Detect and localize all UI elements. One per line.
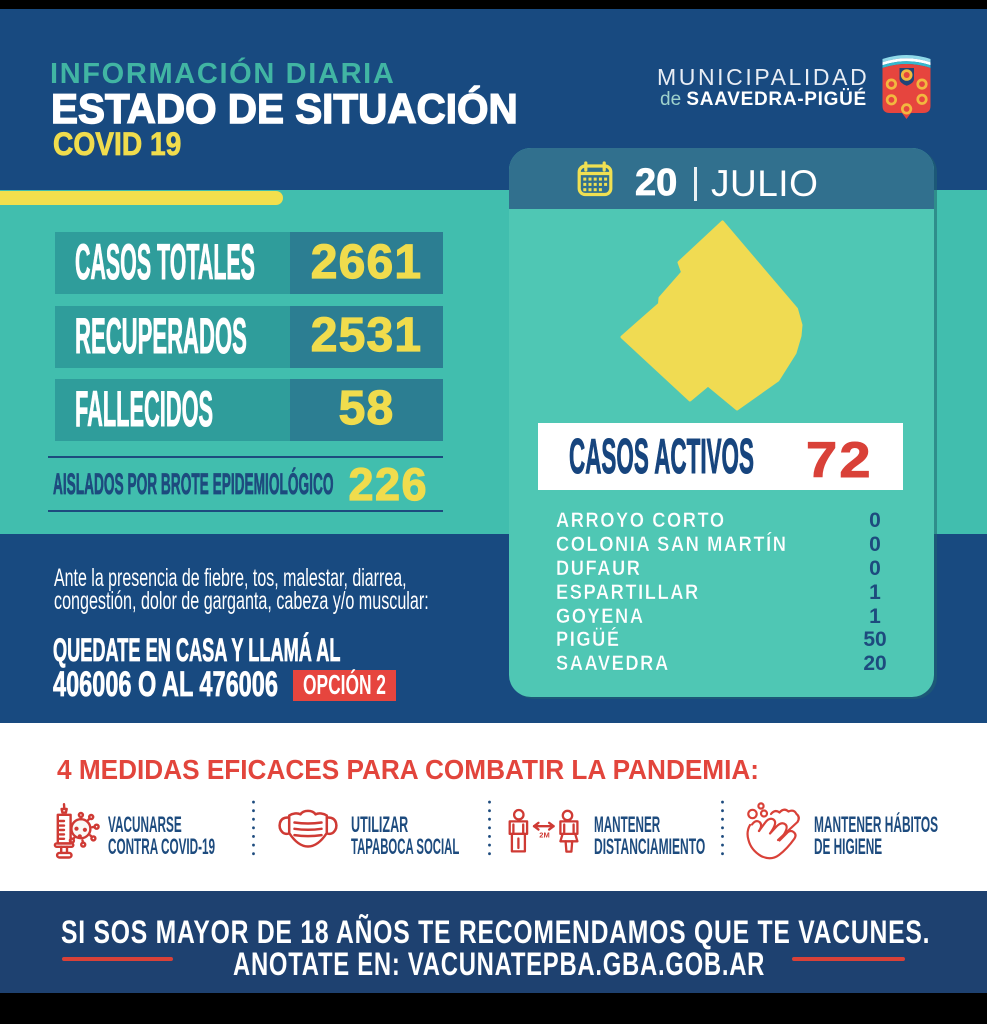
svg-text:2M: 2M	[539, 831, 549, 840]
